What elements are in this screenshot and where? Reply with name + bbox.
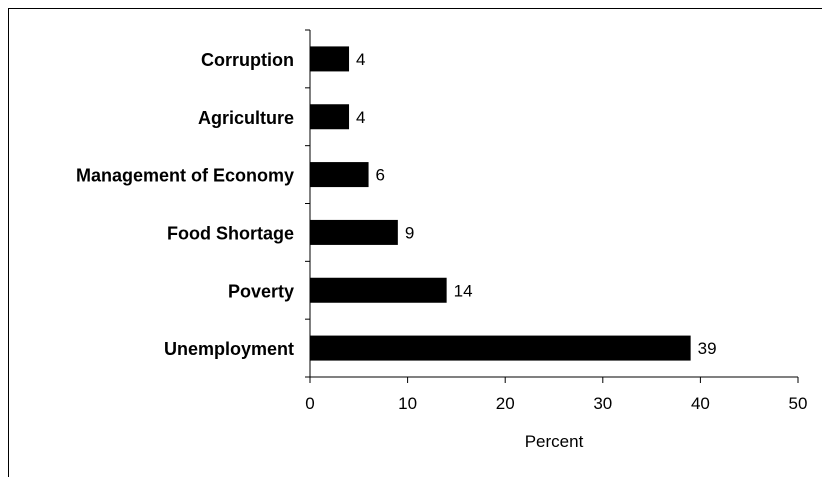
x-tick-label: 50: [789, 394, 808, 413]
value-label: 9: [405, 223, 414, 242]
category-labels: Corruption Agriculture Management of Econo…: [76, 50, 294, 359]
bar: [310, 162, 369, 188]
category-label: Agriculture: [198, 108, 294, 128]
value-label: 39: [698, 339, 717, 358]
bar: [310, 104, 350, 130]
x-axis: [309, 376, 799, 383]
bar: [310, 277, 447, 303]
value-label: 4: [356, 50, 365, 69]
bar: [310, 219, 398, 245]
y-axis: [305, 29, 311, 378]
x-tick-label: 30: [593, 394, 612, 413]
category-label: Management of Economy: [76, 166, 294, 186]
bars: [310, 46, 691, 361]
bar: [310, 46, 350, 72]
x-tick-label: 40: [691, 394, 710, 413]
bar: [310, 335, 691, 361]
value-label: 4: [356, 108, 365, 127]
value-labels: 4 4 6 9 14 39: [356, 50, 717, 358]
x-tick-label: 10: [398, 394, 417, 413]
x-tick-labels: 0 10 20 30 40 50: [305, 394, 807, 413]
category-label: Corruption: [201, 50, 294, 70]
category-label: Unemployment: [164, 339, 294, 359]
category-label: Poverty: [228, 281, 294, 301]
x-tick-label: 20: [496, 394, 515, 413]
category-label: Food Shortage: [167, 223, 294, 243]
value-label: 14: [454, 281, 473, 300]
value-label: 6: [376, 166, 385, 185]
chart-frame: [8, 8, 822, 477]
x-tick-label: 0: [305, 394, 314, 413]
x-axis-title: Percent: [525, 432, 584, 451]
